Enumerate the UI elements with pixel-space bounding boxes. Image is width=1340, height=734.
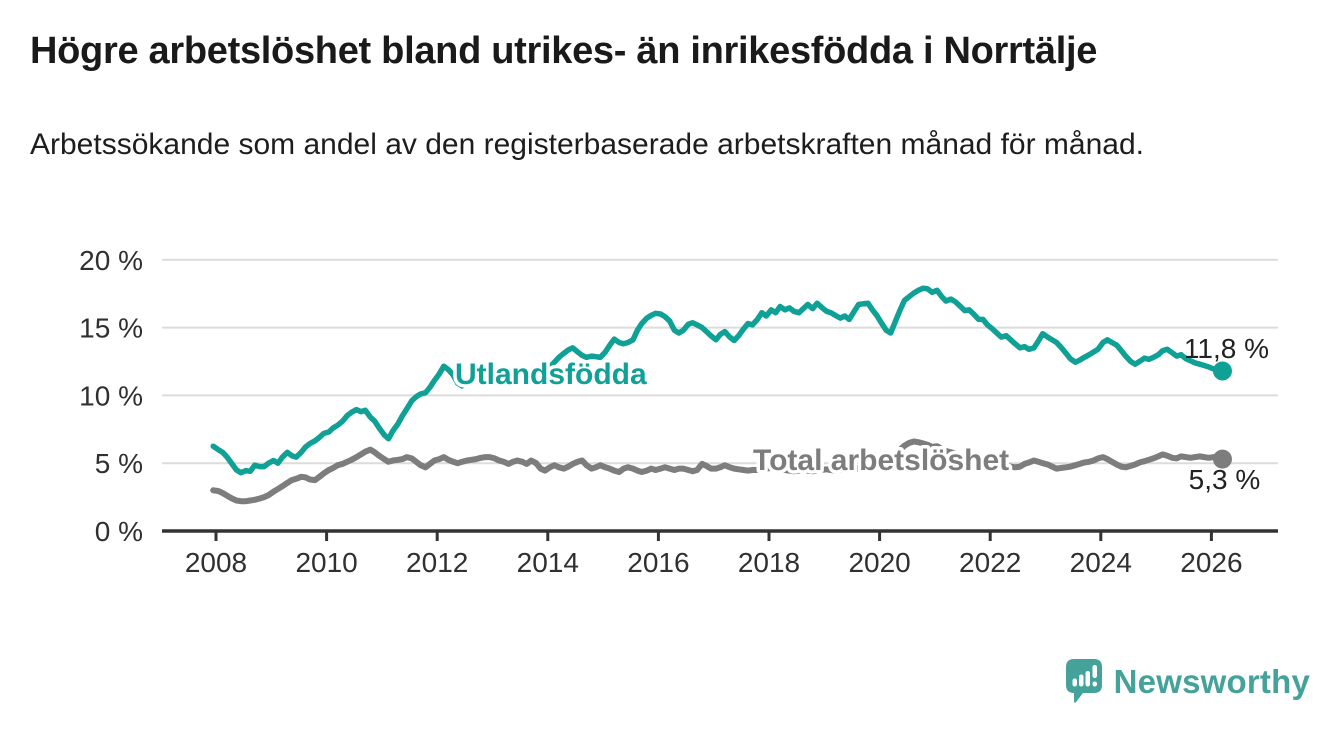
series-line-utlandsfodda: [210, 285, 1226, 476]
x-tick-label-2008: 2008: [185, 547, 247, 578]
y-tick-label-5: 5 %: [95, 448, 143, 479]
y-tick-label-0: 0 %: [95, 516, 143, 547]
y-tick-label-10: 10 %: [79, 380, 143, 411]
series-name-label-total-arbetsloshet: Total arbetslöshet: [753, 444, 1009, 477]
series-end-dot-utlandsfodda: [1212, 361, 1232, 381]
x-tick-label-2012: 2012: [406, 547, 468, 578]
x-tick-label-2024: 2024: [1070, 547, 1132, 578]
x-tick-label-2014: 2014: [517, 547, 579, 578]
chart-title: Högre arbetslöshet bland utrikes- än inr…: [30, 30, 1098, 72]
x-tick-label-2020: 2020: [848, 547, 910, 578]
x-tick-label-2018: 2018: [738, 547, 800, 578]
end-value-label-total-arbetsloshet: 5,3 %: [1189, 464, 1261, 495]
series-end-dot-total-arbetsloshet: [1212, 449, 1232, 469]
x-tick-label-2026: 2026: [1180, 547, 1242, 578]
x-tick-label-2010: 2010: [295, 547, 357, 578]
newsworthy-logo: Newsworthy: [1065, 658, 1310, 708]
y-tick-label-20: 20 %: [79, 245, 143, 276]
chart-subtitle: Arbetssökande som andel av den registerb…: [30, 128, 1144, 161]
series-name-label-utlandsfodda: Utlandsfödda: [455, 358, 647, 391]
series-line-total-arbetsloshet: [210, 438, 1226, 505]
x-tick-label-2022: 2022: [959, 547, 1021, 578]
x-tick-label-2016: 2016: [627, 547, 689, 578]
newsworthy-bubble-chart-icon: [1065, 659, 1102, 703]
newsworthy-logo-text: Newsworthy: [1113, 663, 1310, 700]
end-value-label-utlandsfodda: 11,8 %: [1184, 333, 1269, 364]
y-tick-label-15: 15 %: [79, 313, 143, 344]
